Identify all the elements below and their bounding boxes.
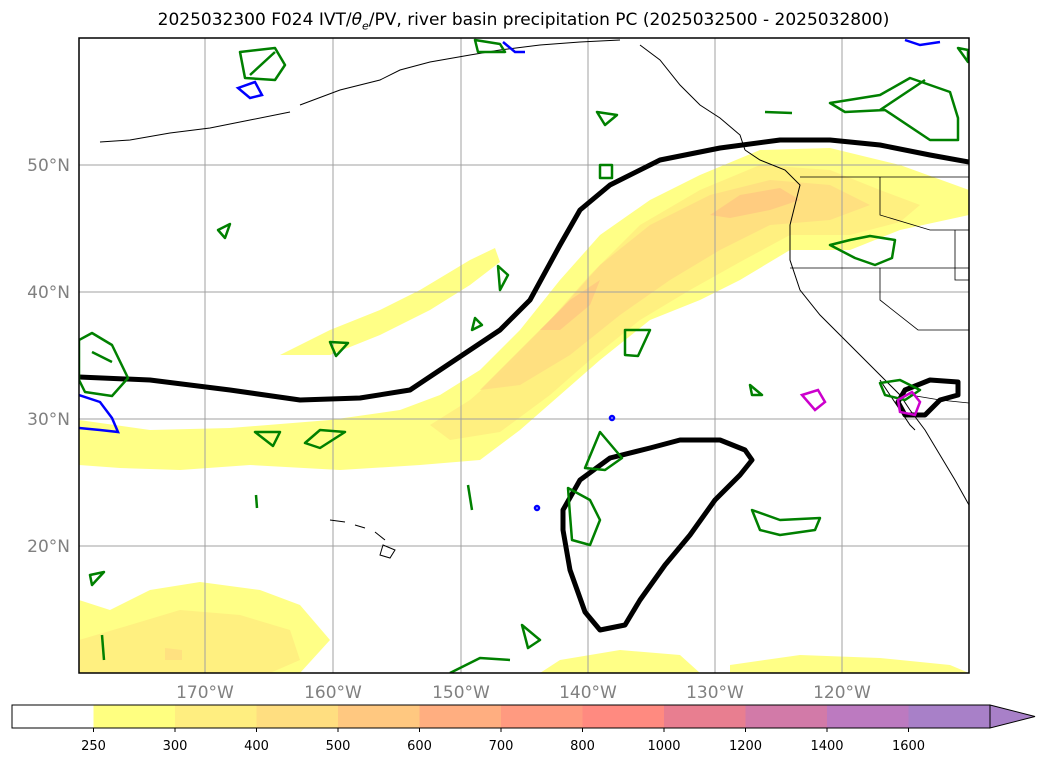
ivt-400-south <box>165 648 182 660</box>
colorbar-segment <box>664 705 746 728</box>
colorbar-label-1200: 1200 <box>729 739 762 754</box>
lat-label-30: 30°N <box>27 410 70 430</box>
lon-label-120w: 120°W <box>813 683 871 703</box>
north-america-coast <box>744 149 969 506</box>
lat-label-40: 40°N <box>27 283 70 303</box>
title-suffix: /PV, river basin precipitation PC (20250… <box>368 10 890 30</box>
colorbar-label-250: 250 <box>81 739 106 754</box>
pv-contour-sw-us <box>895 377 961 418</box>
lat-label-20: 20°N <box>27 537 70 557</box>
lon-labels: 170°W 160°W 150°W 140°W 130°W 120°W <box>176 683 871 703</box>
aleutian-chain <box>99 111 291 143</box>
pv-contour-main <box>79 137 969 403</box>
map-frame <box>78 37 970 674</box>
colorbar-label-300: 300 <box>163 739 188 754</box>
pv-contours <box>79 137 969 633</box>
colorbar-segment <box>338 705 420 728</box>
lon-label-150w: 150°W <box>432 683 490 703</box>
lon-label-170w: 170°W <box>176 683 234 703</box>
gridlines <box>79 38 969 673</box>
lat-label-50: 50°N <box>27 156 70 176</box>
ivt-500 <box>540 188 800 330</box>
colorbar-segment <box>501 705 583 728</box>
colorbar-segment <box>908 705 991 728</box>
colorbar-label-500: 500 <box>326 739 351 754</box>
colorbar-segment <box>582 705 665 728</box>
coastlines <box>99 39 969 559</box>
colorbar-segment <box>12 705 94 728</box>
ivt-250-south <box>79 582 969 673</box>
colorbar-segment <box>256 705 339 728</box>
ivt-shading <box>79 148 969 673</box>
ivt-300-south <box>79 610 300 673</box>
borders <box>790 176 969 404</box>
colorbar-segment <box>419 705 502 728</box>
colorbar: 250 300 400 500 600 700 800 1000 1200 1400 1600 <box>11 704 1036 754</box>
pv-contour-cutoff <box>560 437 755 633</box>
colorbar-segment <box>745 705 828 728</box>
colorbar-label-700: 700 <box>489 739 514 754</box>
theta-e-blue-contours <box>79 38 941 512</box>
title-prefix: 2025032300 F024 IVT/ <box>157 10 352 30</box>
ivt-250-west <box>280 248 500 355</box>
theta-e-green-contours <box>79 38 969 673</box>
lat-labels: 50°N 40°N 30°N 20°N <box>27 156 70 557</box>
map-title: 2025032300 F024 IVT/θe/PV, river basin p… <box>0 10 1047 32</box>
colorbar-segment <box>827 705 909 728</box>
colorbar-extend-arrow <box>989 704 1036 729</box>
alaska-coast <box>299 39 746 151</box>
lon-label-140w: 140°W <box>559 683 617 703</box>
ivt-300 <box>430 165 920 440</box>
theta-e-magenta-contours <box>799 388 922 417</box>
title-theta-sub: e <box>362 19 369 33</box>
colorbar-segment <box>175 705 257 728</box>
hawaii <box>329 519 396 559</box>
title-theta: θ <box>351 10 362 30</box>
colorbar-label-800: 800 <box>570 739 595 754</box>
lon-label-160w: 160°W <box>304 683 362 703</box>
colorbar-label-1600: 1600 <box>892 739 925 754</box>
colorbar-label-1000: 1000 <box>647 739 680 754</box>
lon-label-130w: 130°W <box>686 683 744 703</box>
colorbar-label-1400: 1400 <box>810 739 843 754</box>
ivt-400 <box>480 180 870 390</box>
colorbar-label-600: 600 <box>407 739 432 754</box>
colorbar-label-400: 400 <box>244 739 269 754</box>
colorbar-segment <box>93 705 176 728</box>
